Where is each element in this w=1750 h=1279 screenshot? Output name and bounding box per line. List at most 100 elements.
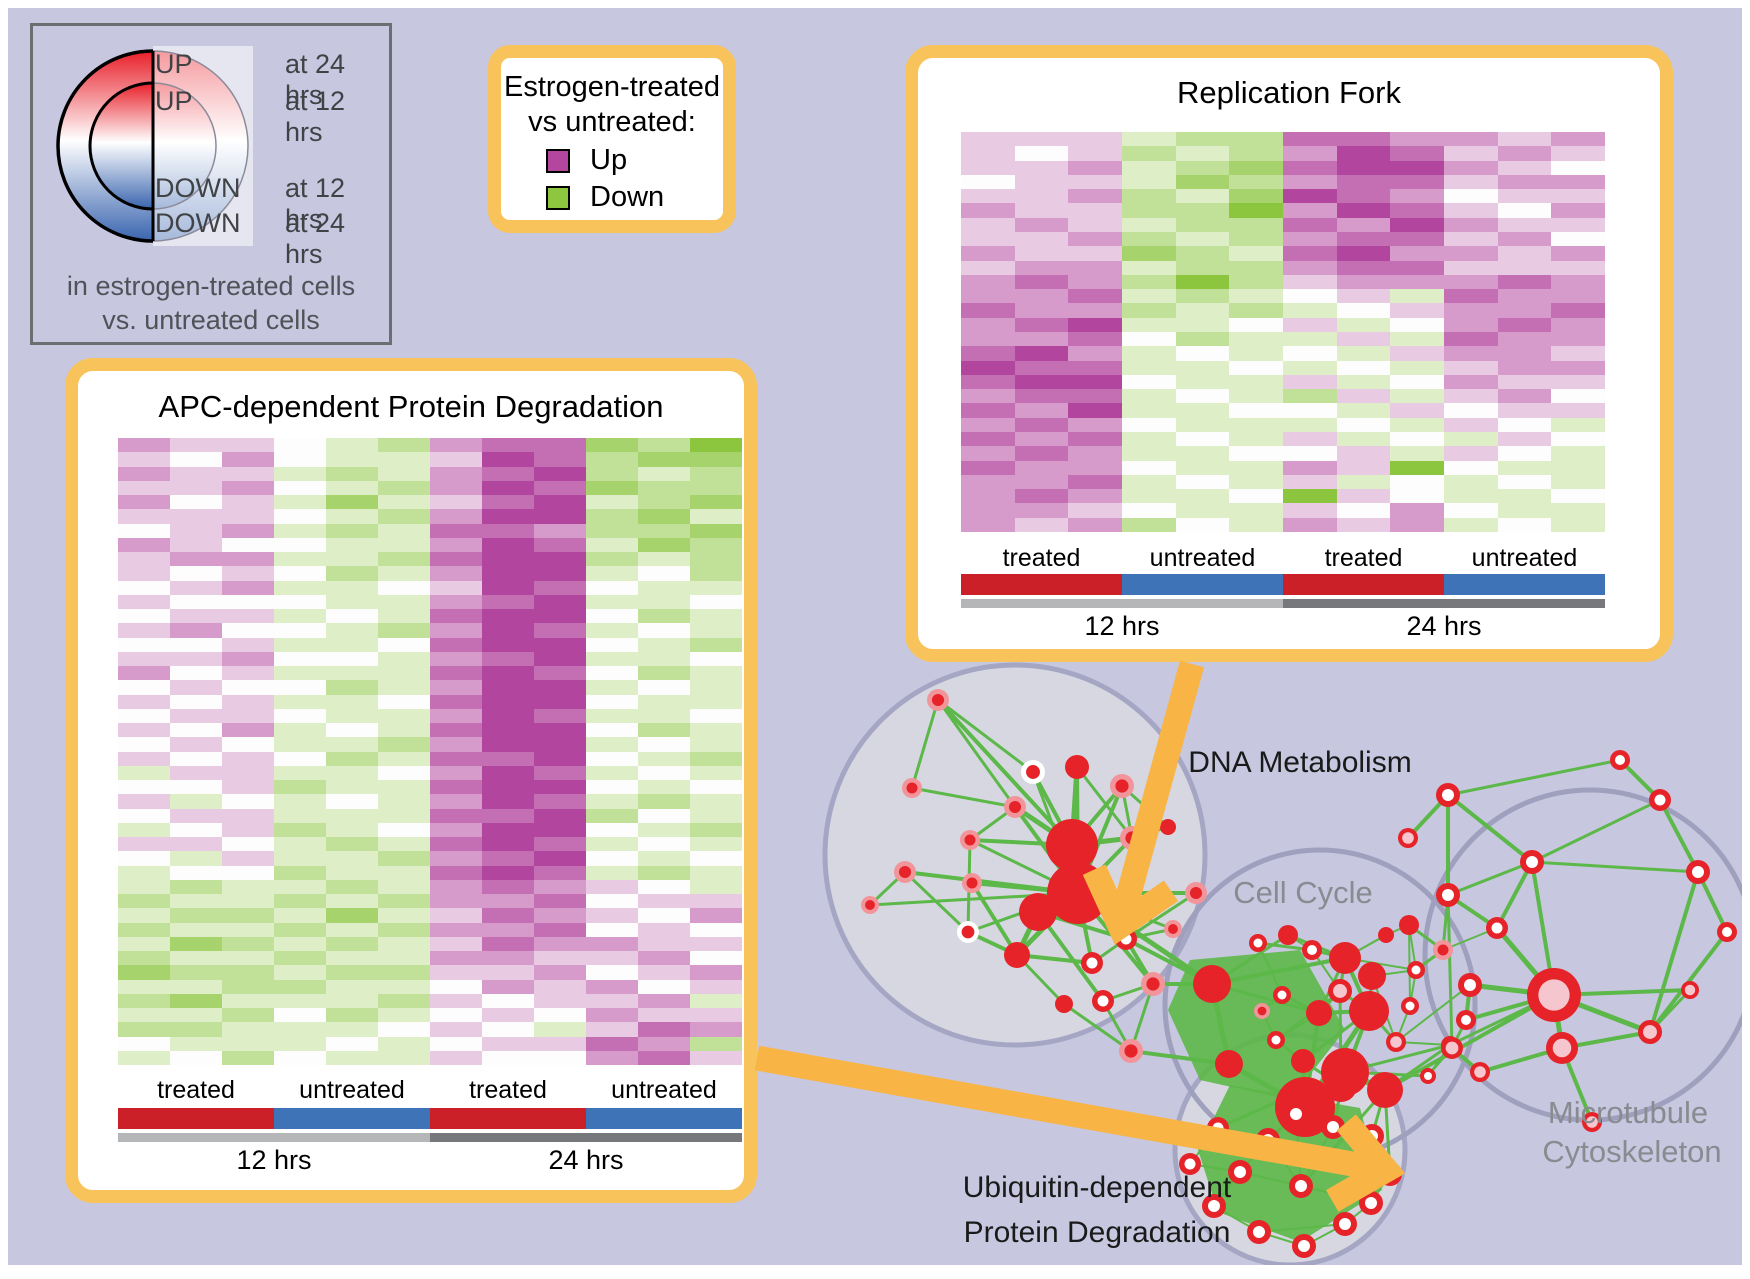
heatmap-cell: [1390, 474, 1444, 490]
heatmap-cell: [1068, 503, 1122, 518]
heatmap-cell: [430, 780, 482, 795]
heatmap-cell: [1390, 517, 1444, 532]
heatmap-cell: [1229, 489, 1283, 504]
heatmap-cell: [1229, 360, 1283, 375]
heatmap-cell: [118, 552, 170, 567]
heatmap-cell: [586, 765, 638, 780]
heatmap-cell: [378, 993, 430, 1008]
network-node-core: [1189, 886, 1203, 900]
heatmap-cell: [170, 965, 222, 980]
heatmap-cell: [430, 523, 482, 538]
heatmap-cell: [326, 523, 378, 538]
heatmap-cell: [326, 438, 378, 453]
gradient-dial-legend: UP at 24 hrs UP at 12 hrs DOWN at 12 hrs DOWN a…: [30, 23, 392, 345]
heatmap-cell: [1014, 446, 1069, 461]
heatmap-cell: [638, 552, 690, 567]
heatmap-cell: [1551, 317, 1605, 332]
heatmap-cell: [430, 894, 482, 909]
network-edge: [1447, 860, 1533, 897]
heatmap-cell: [430, 1050, 482, 1065]
heatmap-cell: [1336, 246, 1391, 261]
heatmap-cell: [1122, 503, 1176, 518]
heatmap-cell: [1551, 360, 1605, 375]
heatmap-cell: [638, 523, 690, 538]
heatmap-cell: [1122, 246, 1176, 261]
heatmap-cell: [1122, 374, 1176, 390]
time-bar: [118, 1133, 430, 1142]
heatmap-cell: [638, 466, 690, 481]
network-node-solid: [1378, 927, 1394, 943]
heatmap-cell: [482, 580, 534, 595]
heatmap-cell: [1014, 260, 1069, 275]
heatmap-cell: [1229, 303, 1283, 318]
heatmap-cell: [1390, 231, 1444, 247]
heatmap-cell: [378, 523, 430, 538]
heatmap-cell: [326, 1022, 378, 1037]
network-edge: [910, 699, 940, 789]
heatmap-cell: [118, 951, 170, 966]
heatmap-cell: [274, 637, 326, 652]
heatmap-cell: [482, 723, 534, 738]
heatmap-cell: [638, 580, 690, 595]
heatmap-cell: [1122, 517, 1176, 532]
heatmap-cell: [222, 680, 274, 695]
heatmap-cell: [118, 566, 170, 581]
network-node-solid: [1065, 755, 1089, 779]
heatmap-cell: [690, 765, 742, 780]
heatmap-cell: [482, 552, 534, 567]
heatmap-cell: [482, 822, 534, 837]
network-node-core: [865, 900, 875, 910]
heatmap-cell: [690, 908, 742, 923]
heatmap-cell: [1068, 189, 1122, 204]
network-node-core: [906, 782, 918, 794]
heatmap-cell: [274, 537, 326, 552]
heatmap-cell: [274, 566, 326, 581]
heatmap-cell: [586, 1050, 638, 1065]
dial-direction-label: UP: [155, 86, 193, 116]
heatmap-cell: [586, 1008, 638, 1023]
heatmap-cell: [326, 993, 378, 1008]
heatmap-cell: [534, 765, 586, 780]
heatmap-cell: [482, 794, 534, 809]
heatmap-cell: [1497, 132, 1552, 147]
heatmap-cell: [1068, 274, 1122, 290]
heatmap-cell: [1336, 274, 1391, 290]
heatmap-cell: [274, 936, 326, 951]
heatmap-cell: [430, 865, 482, 880]
network-node-whitecore: [1208, 1200, 1220, 1212]
heatmap-cell: [961, 474, 1015, 490]
heatmap-cell: [1068, 174, 1122, 190]
heatmap-cell: [430, 837, 482, 852]
network-node-solid: [1193, 965, 1231, 1003]
condition-label: untreated: [299, 1076, 405, 1104]
heatmap-cell: [118, 580, 170, 595]
legend-swatch-icon: [546, 185, 570, 210]
heatmap-cell: [430, 765, 482, 780]
heatmap-cell: [118, 651, 170, 666]
heatmap-cell: [1497, 403, 1552, 418]
heatmap-cell: [1283, 174, 1337, 190]
heatmap-cell: [586, 1022, 638, 1037]
heatmap-cell: [1390, 460, 1444, 475]
heatmap-cell: [378, 609, 430, 624]
heatmap-cell: [170, 822, 222, 837]
heatmap-cell: [1390, 160, 1444, 175]
heatmap-cell: [1068, 132, 1122, 147]
heatmap-cell: [1229, 403, 1283, 418]
network-edge: [1395, 984, 1471, 1043]
heatmap-cell: [222, 694, 274, 709]
heatmap-cell: [430, 566, 482, 581]
heatmap-cell: [1283, 160, 1337, 175]
heatmap-cell: [690, 808, 742, 823]
heatmap-cell: [1014, 289, 1069, 304]
heatmap-cell: [638, 694, 690, 709]
heatmap-cell: [638, 680, 690, 695]
heatmap-cell: [1390, 417, 1444, 432]
heatmap-cell: [1390, 203, 1444, 218]
heatmap-cell: [1229, 346, 1283, 361]
heatmap-cell: [222, 637, 274, 652]
heatmap-cell: [1283, 446, 1337, 461]
heatmap-cell: [222, 965, 274, 980]
heatmap-cell: [1283, 217, 1337, 232]
heatmap-cell: [274, 609, 326, 624]
